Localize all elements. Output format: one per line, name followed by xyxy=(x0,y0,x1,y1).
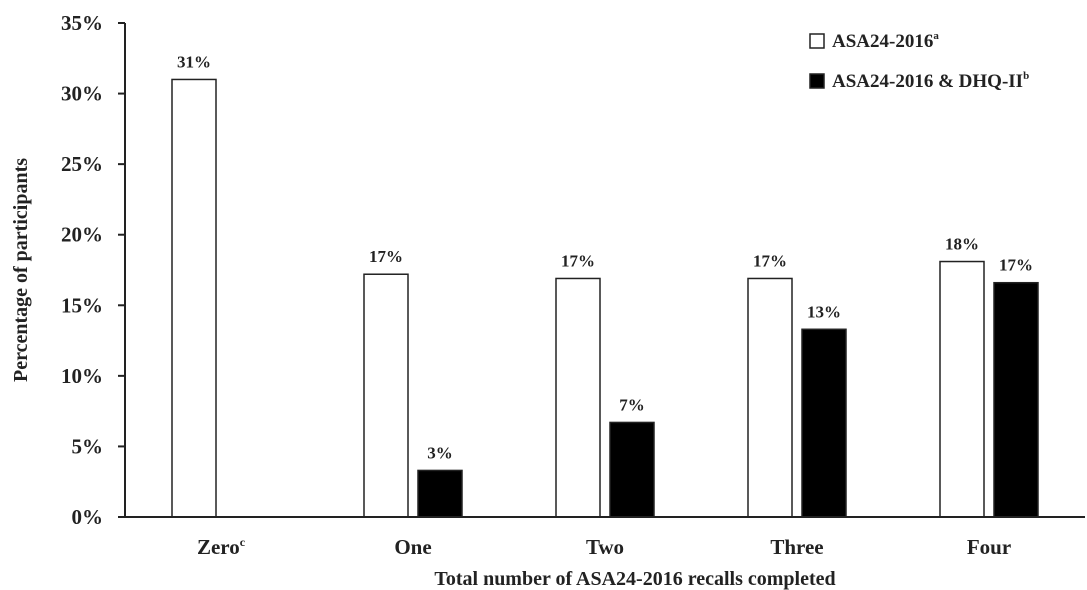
legend-swatch xyxy=(809,73,825,89)
data-label: 3% xyxy=(427,443,453,462)
bar-asa24-three xyxy=(747,277,793,518)
data-label: 17% xyxy=(561,251,595,270)
bar-asa24-two xyxy=(555,277,601,518)
x-category-label: Two xyxy=(586,535,624,559)
y-tick-label: 20% xyxy=(61,223,103,247)
legend: ASA24-2016a ASA24-2016 & DHQ-IIb xyxy=(809,30,1029,92)
bar-asa24-dhq-three xyxy=(801,328,847,518)
bar-asa24-four xyxy=(939,260,985,518)
bar-asa24-one xyxy=(363,273,409,518)
y-tick-label: 30% xyxy=(61,82,103,106)
y-tick-label: 5% xyxy=(72,434,104,458)
bar-asa24-dhq-four xyxy=(993,281,1039,518)
y-axis-title: Percentage of participants xyxy=(10,158,32,382)
data-label: 18% xyxy=(945,235,979,254)
bar-asa24-dhq-two xyxy=(609,421,655,518)
x-axis-categories: Zeroc One Two Three Four xyxy=(197,535,1011,559)
y-tick-label: 25% xyxy=(61,152,103,176)
data-label: 31% xyxy=(177,52,211,71)
data-label: 17% xyxy=(999,256,1033,275)
x-category-label: One xyxy=(394,535,431,559)
y-tick-label: 10% xyxy=(61,364,103,388)
x-category-label: Zeroc xyxy=(197,535,246,559)
y-axis-ticks: 0% 5% 10% 15% 20% 25% 30% 35% xyxy=(61,11,125,529)
legend-label: ASA24-2016 & DHQ-IIb xyxy=(832,70,1029,92)
data-labels: 31% 17% 3% 17% 7% 17% 13% 18% 17% xyxy=(177,52,1033,462)
x-category-label: Three xyxy=(770,535,823,559)
bars xyxy=(171,78,1039,518)
x-category-label: Four xyxy=(967,535,1011,559)
data-label: 17% xyxy=(753,251,787,270)
data-label: 13% xyxy=(807,302,841,321)
bar-asa24-dhq-one xyxy=(417,469,463,518)
legend-swatch xyxy=(809,33,825,49)
bar-asa24-zero xyxy=(171,78,217,518)
x-axis-title: Total number of ASA24-2016 recalls compl… xyxy=(434,568,835,590)
y-tick-label: 0% xyxy=(72,505,104,529)
data-label: 17% xyxy=(369,247,403,266)
y-tick-label: 15% xyxy=(61,293,103,317)
data-label: 7% xyxy=(619,395,645,414)
y-tick-label: 35% xyxy=(61,11,103,35)
legend-label: ASA24-2016a xyxy=(832,30,939,52)
